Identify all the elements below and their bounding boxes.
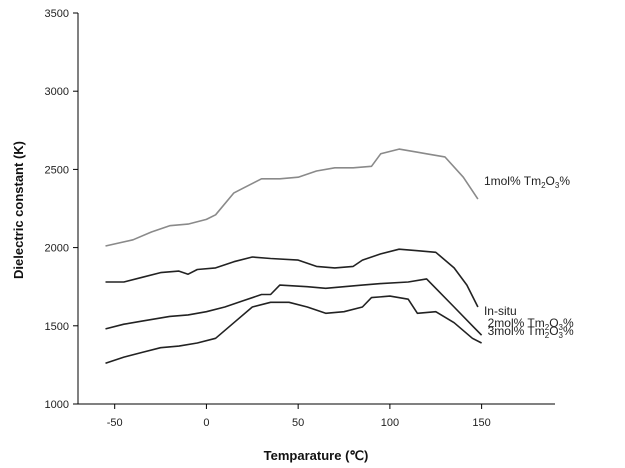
axes — [77, 13, 555, 405]
series-label: 1mol% Tm2O3% — [484, 174, 570, 190]
x-tick-label: 100 — [381, 417, 399, 429]
y-tick-label: 1500 — [45, 321, 69, 333]
x-tick-label: 50 — [292, 417, 304, 429]
y-tick-label: 1000 — [45, 399, 69, 411]
series-line — [105, 248, 479, 308]
x-tick-label: 150 — [472, 417, 490, 429]
x-tick-label: -50 — [107, 417, 123, 429]
x-tick-label: 0 — [203, 417, 209, 429]
x-axis-title: Temparature (℃) — [264, 448, 369, 463]
y-axis-title: Dielectric constant (K) — [11, 141, 26, 279]
series-line — [105, 278, 483, 336]
series-label: 2mol% Tm2O3% — [488, 316, 574, 332]
series-line — [105, 295, 482, 365]
y-tick-label: 3500 — [45, 8, 69, 20]
series-layer — [105, 148, 483, 365]
series-label: In-situ — [484, 304, 517, 318]
ticks: 1000 1500 2000 2500 3000 3500 -50 0 50 100 150 — [45, 8, 491, 429]
y-tick-label: 3000 — [45, 86, 69, 98]
series-label: 3mol% Tm2O3% — [488, 324, 574, 340]
y-tick-label: 2000 — [45, 243, 69, 255]
y-tick-label: 2500 — [45, 164, 69, 176]
series-line — [105, 148, 479, 247]
